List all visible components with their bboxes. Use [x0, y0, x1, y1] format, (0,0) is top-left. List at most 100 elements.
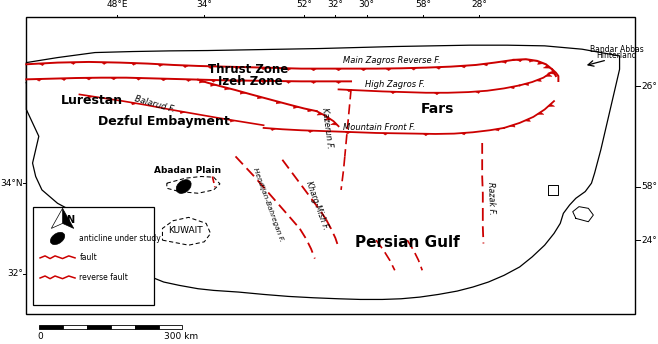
Polygon shape	[36, 79, 42, 81]
Polygon shape	[523, 83, 528, 86]
Polygon shape	[180, 111, 185, 114]
Bar	[111, 325, 135, 329]
Polygon shape	[132, 103, 137, 105]
Polygon shape	[494, 129, 499, 131]
Polygon shape	[548, 104, 555, 107]
Polygon shape	[537, 112, 544, 115]
Polygon shape	[382, 133, 388, 135]
Polygon shape	[509, 125, 515, 127]
Polygon shape	[240, 92, 246, 94]
Polygon shape	[101, 62, 107, 64]
Polygon shape	[436, 67, 442, 69]
Text: 32°: 32°	[328, 0, 343, 9]
Text: Hinterland: Hinterland	[596, 51, 637, 60]
Text: Dezful Embayment: Dezful Embayment	[98, 115, 230, 128]
Text: 52°: 52°	[296, 0, 312, 9]
Polygon shape	[307, 109, 313, 112]
Polygon shape	[261, 81, 266, 83]
Polygon shape	[211, 84, 216, 86]
Text: fault: fault	[80, 253, 97, 262]
Polygon shape	[461, 66, 467, 68]
Polygon shape	[51, 208, 63, 228]
Polygon shape	[236, 80, 241, 83]
Polygon shape	[40, 276, 46, 279]
Polygon shape	[199, 80, 205, 83]
Polygon shape	[325, 118, 332, 120]
Text: Mountain Front F.: Mountain Front F.	[343, 122, 415, 132]
Text: Lurestan: Lurestan	[61, 95, 123, 107]
Polygon shape	[131, 63, 137, 65]
Text: KUWAIT: KUWAIT	[168, 226, 203, 235]
Text: 300 km: 300 km	[164, 332, 198, 341]
Polygon shape	[386, 68, 392, 71]
Polygon shape	[361, 69, 367, 71]
Polygon shape	[423, 134, 429, 136]
Polygon shape	[345, 132, 351, 134]
Polygon shape	[545, 74, 552, 76]
Polygon shape	[261, 67, 266, 70]
Bar	[135, 325, 159, 329]
Polygon shape	[336, 82, 342, 84]
Polygon shape	[111, 78, 117, 80]
Polygon shape	[475, 91, 480, 94]
Bar	[26, 18, 635, 314]
Polygon shape	[517, 60, 522, 62]
Polygon shape	[311, 69, 316, 71]
Text: Fars: Fars	[420, 102, 454, 116]
Polygon shape	[207, 66, 214, 68]
Text: Kazerun F.: Kazerun F.	[320, 107, 334, 149]
Polygon shape	[317, 112, 323, 115]
Polygon shape	[157, 64, 164, 66]
Polygon shape	[336, 69, 342, 71]
Ellipse shape	[51, 233, 64, 245]
Ellipse shape	[176, 180, 191, 193]
Bar	[87, 325, 111, 329]
Polygon shape	[293, 106, 299, 108]
Polygon shape	[63, 208, 74, 228]
Polygon shape	[211, 80, 216, 82]
Polygon shape	[225, 87, 230, 90]
Polygon shape	[434, 93, 440, 95]
Bar	[63, 325, 87, 329]
Bar	[32, 207, 155, 305]
Polygon shape	[39, 63, 45, 66]
Polygon shape	[257, 96, 263, 99]
Text: 24°: 24°	[642, 236, 657, 245]
Text: 48°E: 48°E	[106, 0, 128, 9]
Polygon shape	[308, 130, 313, 132]
Polygon shape	[86, 78, 92, 80]
Polygon shape	[330, 122, 338, 125]
Text: Izeh Zone: Izeh Zone	[218, 75, 282, 88]
Text: 58°: 58°	[642, 182, 657, 191]
Polygon shape	[161, 78, 166, 81]
Polygon shape	[61, 78, 67, 80]
Text: 30°: 30°	[359, 0, 374, 9]
Text: Balarud F.: Balarud F.	[133, 95, 176, 115]
Text: N: N	[66, 215, 74, 225]
Polygon shape	[501, 61, 507, 63]
Polygon shape	[276, 101, 282, 104]
Bar	[159, 325, 182, 329]
Polygon shape	[230, 120, 235, 122]
Text: Razak F.: Razak F.	[486, 182, 496, 215]
Polygon shape	[411, 68, 417, 70]
Polygon shape	[390, 92, 396, 94]
Text: 58°: 58°	[415, 0, 431, 9]
Text: 34°N: 34°N	[1, 179, 23, 188]
Polygon shape	[182, 65, 189, 68]
Text: 0: 0	[38, 332, 43, 341]
Polygon shape	[536, 79, 542, 82]
Polygon shape	[286, 68, 291, 71]
Polygon shape	[234, 67, 240, 69]
Polygon shape	[286, 81, 291, 83]
Polygon shape	[509, 86, 515, 89]
Polygon shape	[544, 65, 551, 68]
Polygon shape	[347, 90, 352, 92]
Polygon shape	[311, 82, 316, 84]
Polygon shape	[270, 128, 276, 131]
Polygon shape	[63, 276, 70, 279]
Bar	[39, 325, 63, 329]
Polygon shape	[528, 60, 534, 62]
Text: Kharg-Mish F.: Kharg-Mish F.	[304, 180, 330, 230]
Polygon shape	[88, 96, 93, 98]
